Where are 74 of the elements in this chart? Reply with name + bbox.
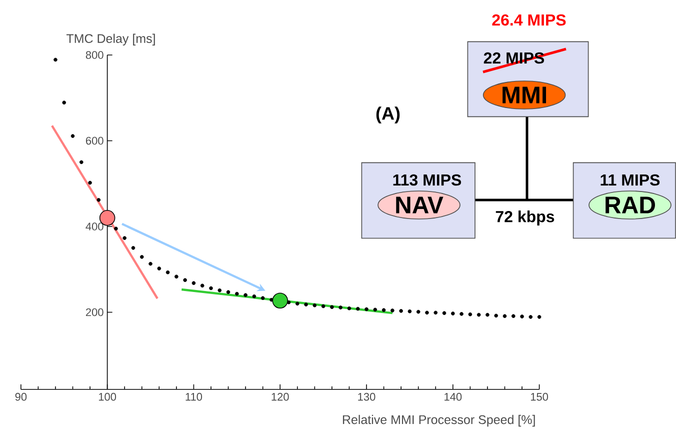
point	[131, 246, 136, 250]
x-tick-label: 130	[358, 392, 376, 401]
text: RAD	[606, 196, 655, 214]
point	[338, 306, 342, 310]
point	[252, 294, 256, 298]
annotation: (A)	[376, 106, 400, 124]
point	[54, 58, 58, 62]
y-tick-label: 200	[86, 308, 104, 316]
point	[235, 292, 239, 296]
point	[157, 266, 162, 270]
point	[192, 281, 196, 285]
point	[140, 255, 144, 259]
point	[382, 308, 386, 312]
point	[114, 226, 118, 231]
point	[62, 100, 66, 104]
annotation: NAV	[396, 196, 444, 214]
point	[70, 134, 75, 138]
point	[347, 306, 352, 310]
x-tick-label: 110	[186, 392, 202, 401]
x-tick-label: 100	[98, 392, 116, 401]
y-axis-title: TMC Delay [ms]	[66, 34, 155, 46]
text: 26.4 MIPS	[492, 14, 566, 26]
point	[511, 314, 516, 318]
point	[79, 160, 84, 164]
point	[390, 308, 394, 312]
annotation: 72 kbps	[496, 210, 554, 226]
x-tick-label: 120	[272, 392, 289, 401]
point	[304, 302, 308, 306]
point	[434, 310, 438, 315]
point	[166, 270, 170, 274]
point	[244, 293, 248, 297]
point	[295, 302, 300, 306]
x-tick-label: 150	[530, 392, 548, 401]
annotation: 113 MIPS	[393, 174, 462, 186]
point	[520, 314, 524, 318]
point	[486, 312, 490, 317]
x-tick-label: 140	[444, 392, 462, 401]
point	[209, 286, 213, 290]
point	[321, 304, 326, 308]
y-tick-label: 400	[86, 222, 104, 230]
point	[148, 262, 152, 266]
point	[312, 303, 317, 308]
point	[476, 312, 481, 317]
point	[373, 308, 378, 312]
point	[122, 236, 126, 240]
point	[451, 312, 455, 316]
point	[96, 198, 101, 202]
point	[537, 315, 542, 319]
point	[502, 314, 507, 318]
point	[399, 309, 403, 313]
point	[468, 312, 472, 316]
x-tick-label: 90	[15, 392, 27, 401]
y-tick-label: 600	[86, 136, 104, 145]
point	[330, 305, 334, 309]
x-axis-title: Relative MMI Processor Speed [%]	[342, 414, 535, 427]
point	[364, 307, 368, 312]
point	[260, 296, 265, 300]
point	[218, 288, 222, 292]
text: 11 MIPS	[600, 174, 660, 186]
point	[183, 278, 187, 282]
point	[226, 290, 230, 294]
point	[200, 284, 204, 288]
point	[416, 310, 420, 314]
annotation: MMI	[502, 86, 546, 104]
point	[442, 311, 446, 315]
point	[408, 309, 412, 314]
point	[460, 312, 464, 316]
point	[494, 314, 498, 318]
point	[174, 274, 178, 279]
point	[356, 306, 360, 311]
point	[528, 315, 533, 319]
point	[88, 180, 92, 185]
y-tick-label: 800	[86, 51, 104, 59]
point	[425, 310, 429, 315]
